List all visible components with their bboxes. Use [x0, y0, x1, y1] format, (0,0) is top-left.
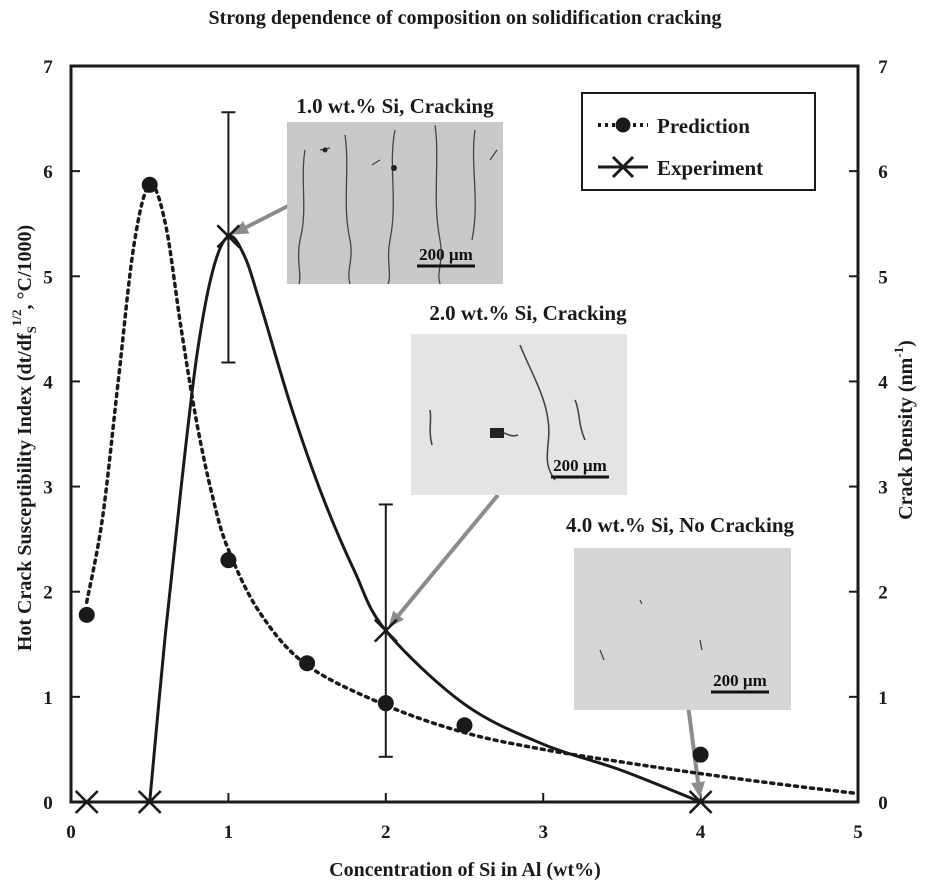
prediction-point	[692, 746, 709, 763]
micrograph-crack	[429, 409, 433, 446]
x-tick-label: 4	[696, 822, 706, 843]
experiment-point	[137, 790, 162, 814]
legend: Prediction Experiment	[581, 92, 816, 191]
experiment-point	[688, 790, 713, 814]
micrograph-crack	[599, 599, 703, 661]
inset-arrow-head	[691, 781, 705, 799]
scale-bar-label: 200 µm	[713, 671, 767, 690]
x-tick-label: 2	[381, 822, 391, 843]
y-left-tick-label: 0	[43, 793, 53, 814]
legend-experiment-marker	[611, 155, 635, 179]
legend-box	[581, 92, 816, 191]
inset-caption: 4.0 wt.% Si, No Cracking	[566, 513, 795, 537]
scale-bar-label: 200 µm	[553, 456, 607, 475]
plot-frame	[69, 64, 860, 804]
micrograph-inset: 200 µm	[574, 548, 791, 710]
micrograph-crack	[471, 129, 476, 241]
experiment-point	[373, 618, 398, 643]
prediction-point	[377, 695, 394, 712]
inset-arrow	[231, 203, 291, 235]
chart-title: Strong dependence of composition on soli…	[209, 7, 722, 29]
inset-caption: 2.0 wt.% Si, Cracking	[429, 301, 627, 325]
y-right-tick-label: 1	[878, 688, 888, 709]
inset-arrow-shaft	[397, 493, 500, 617]
scale-bar-label: 200 µm	[419, 245, 473, 264]
y-left-tick-label: 1	[43, 688, 53, 709]
y-left-tick-label: 2	[43, 583, 53, 604]
y-right-tick-label: 5	[878, 267, 888, 288]
micrograph-image	[574, 548, 791, 710]
inset-arrow-shaft	[686, 704, 701, 783]
y-left-tick-label: 4	[43, 372, 53, 393]
micrograph-crack	[519, 344, 556, 481]
prediction-point	[220, 552, 237, 569]
y-left-tick-label: 5	[43, 267, 53, 288]
legend-experiment-label: Experiment	[657, 156, 763, 180]
x-axis-title: Concentration of Si in Al (wt%)	[329, 859, 601, 881]
micrograph-defect	[490, 428, 504, 438]
y-right-tick-label: 0	[878, 793, 888, 814]
legend-prediction-label: Prediction	[657, 114, 750, 138]
micrograph-defect	[322, 147, 328, 153]
micrograph-crack	[574, 399, 586, 441]
micrograph-crack	[387, 129, 396, 285]
y-right-tick-label: 3	[878, 478, 888, 499]
experiment-point	[216, 224, 241, 249]
prediction-point	[78, 606, 95, 623]
y-right-tick-label: 6	[878, 162, 888, 183]
inset-caption: 1.0 wt.% Si, Cracking	[296, 94, 494, 118]
micrograph-crack	[434, 124, 442, 285]
prediction-point	[299, 655, 316, 672]
y-right-tick-label: 7	[878, 57, 888, 78]
micrograph-crack	[297, 149, 306, 285]
micrograph-defect	[391, 165, 397, 171]
prediction-point	[141, 176, 158, 193]
prediction-point	[456, 717, 473, 734]
y-right-tick-label: 4	[878, 372, 888, 393]
y-right-tick-label: 2	[878, 583, 888, 604]
y-left-tick-label: 6	[43, 162, 53, 183]
y-left-tick-label: 3	[43, 478, 53, 499]
inset-arrow-head	[231, 221, 250, 235]
micrograph-crack	[344, 134, 352, 285]
prediction-curve	[84, 182, 860, 796]
micrograph-image	[411, 334, 627, 495]
y-axis-left-title: Hot Crack Susceptibility Index (dt/dfS1/…	[9, 225, 39, 651]
x-tick-label: 0	[66, 822, 76, 843]
y-left-tick-label: 7	[43, 57, 53, 78]
legend-prediction-marker	[615, 117, 631, 133]
inset-arrow	[686, 704, 705, 799]
experiment-curve	[148, 234, 702, 804]
inset-arrow-shaft	[245, 203, 291, 230]
micrograph-inset: 200 µm	[287, 122, 503, 285]
experiment-point	[74, 790, 99, 814]
inset-arrow	[388, 493, 500, 628]
x-tick-label: 1	[224, 822, 234, 843]
y-axis-right-title: Crack Density (nm-1)	[891, 340, 917, 520]
micrograph-inset: 200 µm	[411, 334, 627, 495]
x-tick-label: 3	[538, 822, 548, 843]
x-tick-label: 5	[853, 822, 863, 843]
